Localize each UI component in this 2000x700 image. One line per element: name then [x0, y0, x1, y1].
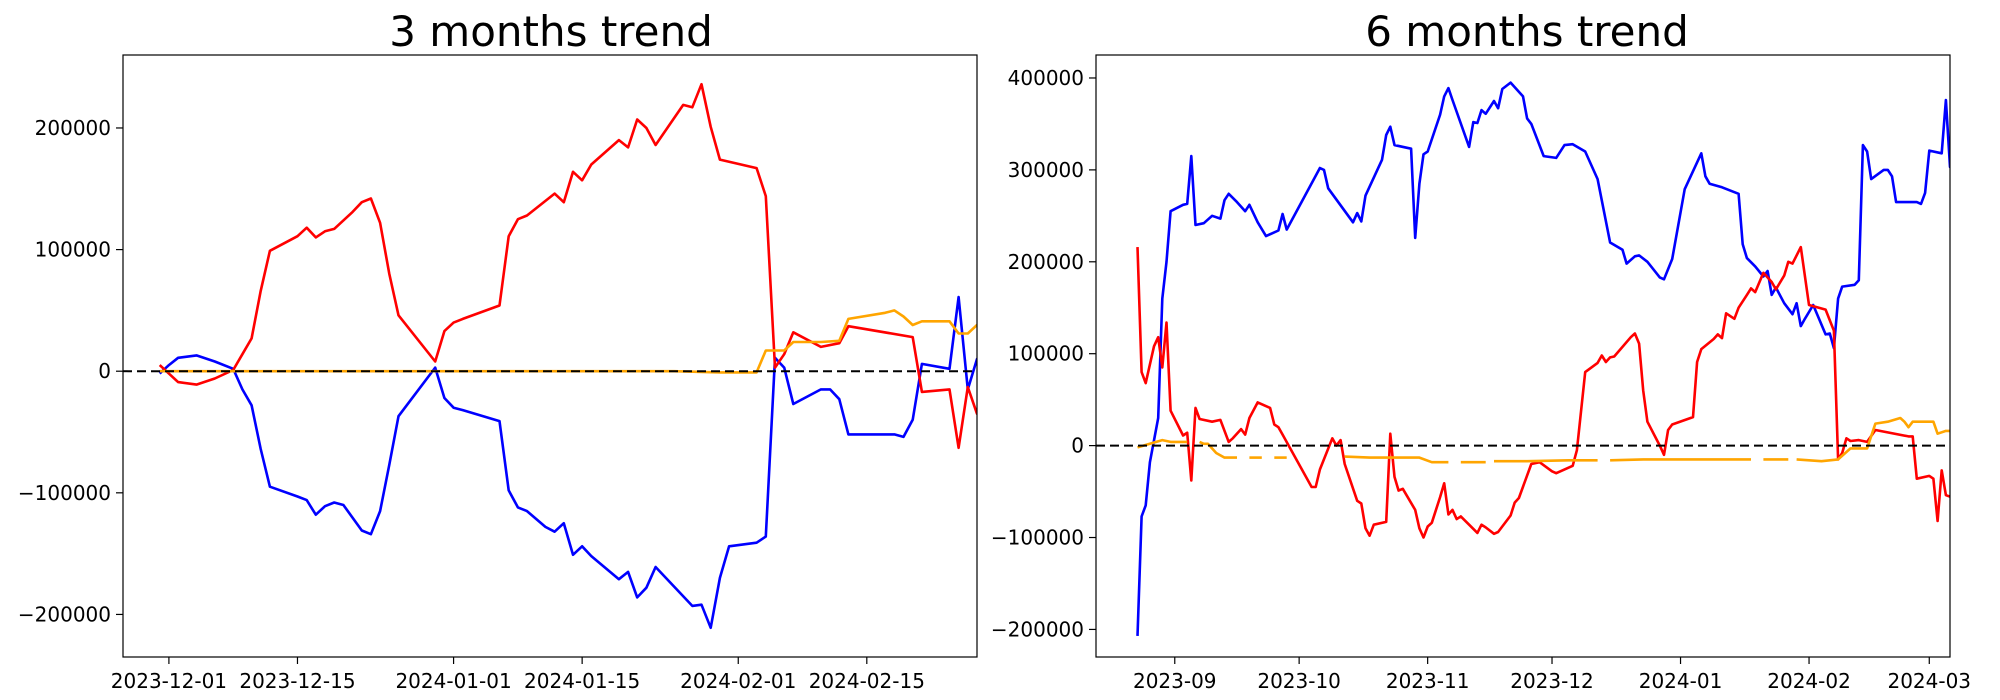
- series-layer: [158, 82, 977, 630]
- series-2-line: [1136, 245, 1950, 539]
- series-3-line: [159, 309, 977, 374]
- plot-frame: [122, 54, 978, 658]
- x-tick-label: 2024-02-15: [809, 669, 925, 693]
- y-tick-label: 100000: [35, 238, 111, 262]
- y-tick-label: −100000: [18, 481, 111, 505]
- series-1-line: [1136, 81, 1950, 636]
- x-tick-label: 2024-03: [1887, 669, 1971, 693]
- series-2-line: [158, 82, 977, 450]
- x-axis: 2023-12-01 2023-12-15 2024-01-01 2024-01-15…: [111, 657, 925, 693]
- y-tick-label: 200000: [35, 116, 111, 140]
- x-tick-label: 2023-12-01: [111, 669, 227, 693]
- x-tick-label: 2024-02-01: [680, 669, 796, 693]
- y-axis: −200000 −100000 0 100000 200000 300000 400000: [991, 66, 1096, 641]
- x-tick-label: 2024-01: [1639, 669, 1723, 693]
- x-tick-label: 2023-12-15: [239, 669, 355, 693]
- series-3-line: [1610, 458, 1751, 462]
- y-tick-label: −100000: [991, 526, 1084, 550]
- x-tick-label: 2023-09: [1133, 669, 1217, 693]
- y-axis: −200000 −100000 0 100000 200000: [18, 116, 123, 626]
- x-tick-label: 2023-11: [1386, 669, 1470, 693]
- series-1-line: [158, 295, 977, 630]
- y-tick-label: −200000: [991, 617, 1084, 641]
- y-tick-label: 100000: [1008, 342, 1084, 366]
- series-layer: [1136, 81, 1950, 636]
- series-3-line: [1796, 416, 1950, 463]
- y-tick-label: 0: [1071, 434, 1084, 458]
- x-tick-label: 2023-10: [1257, 669, 1341, 693]
- chart-title: 3 months trend: [389, 7, 713, 56]
- x-tick-label: 2024-01-01: [395, 669, 511, 693]
- chart-3-months: 3 months trend 2023-12-01 2023-12-15 2024-…: [18, 7, 978, 693]
- chart-6-months: 6 months trend 2023-09 2023-10 2023-11 2023…: [991, 7, 1971, 693]
- series-3-line: [1199, 440, 1237, 459]
- x-tick-label: 2024-02: [1767, 669, 1851, 693]
- x-tick-label: 2024-01-15: [524, 669, 640, 693]
- series-3-line: [1494, 459, 1598, 463]
- y-tick-label: −200000: [18, 602, 111, 626]
- plot-frame: [1095, 54, 1951, 658]
- y-tick-label: 300000: [1008, 158, 1084, 182]
- series-3-line: [1344, 455, 1449, 464]
- x-axis: 2023-09 2023-10 2023-11 2023-12 2024-01 2024-…: [1133, 657, 1971, 693]
- y-tick-label: 400000: [1008, 66, 1084, 90]
- x-tick-label: 2023-12: [1510, 669, 1594, 693]
- y-tick-label: 200000: [1008, 250, 1084, 274]
- series-3-line: [1137, 438, 1188, 449]
- y-tick-label: 0: [98, 359, 111, 383]
- chart-title: 6 months trend: [1365, 7, 1689, 56]
